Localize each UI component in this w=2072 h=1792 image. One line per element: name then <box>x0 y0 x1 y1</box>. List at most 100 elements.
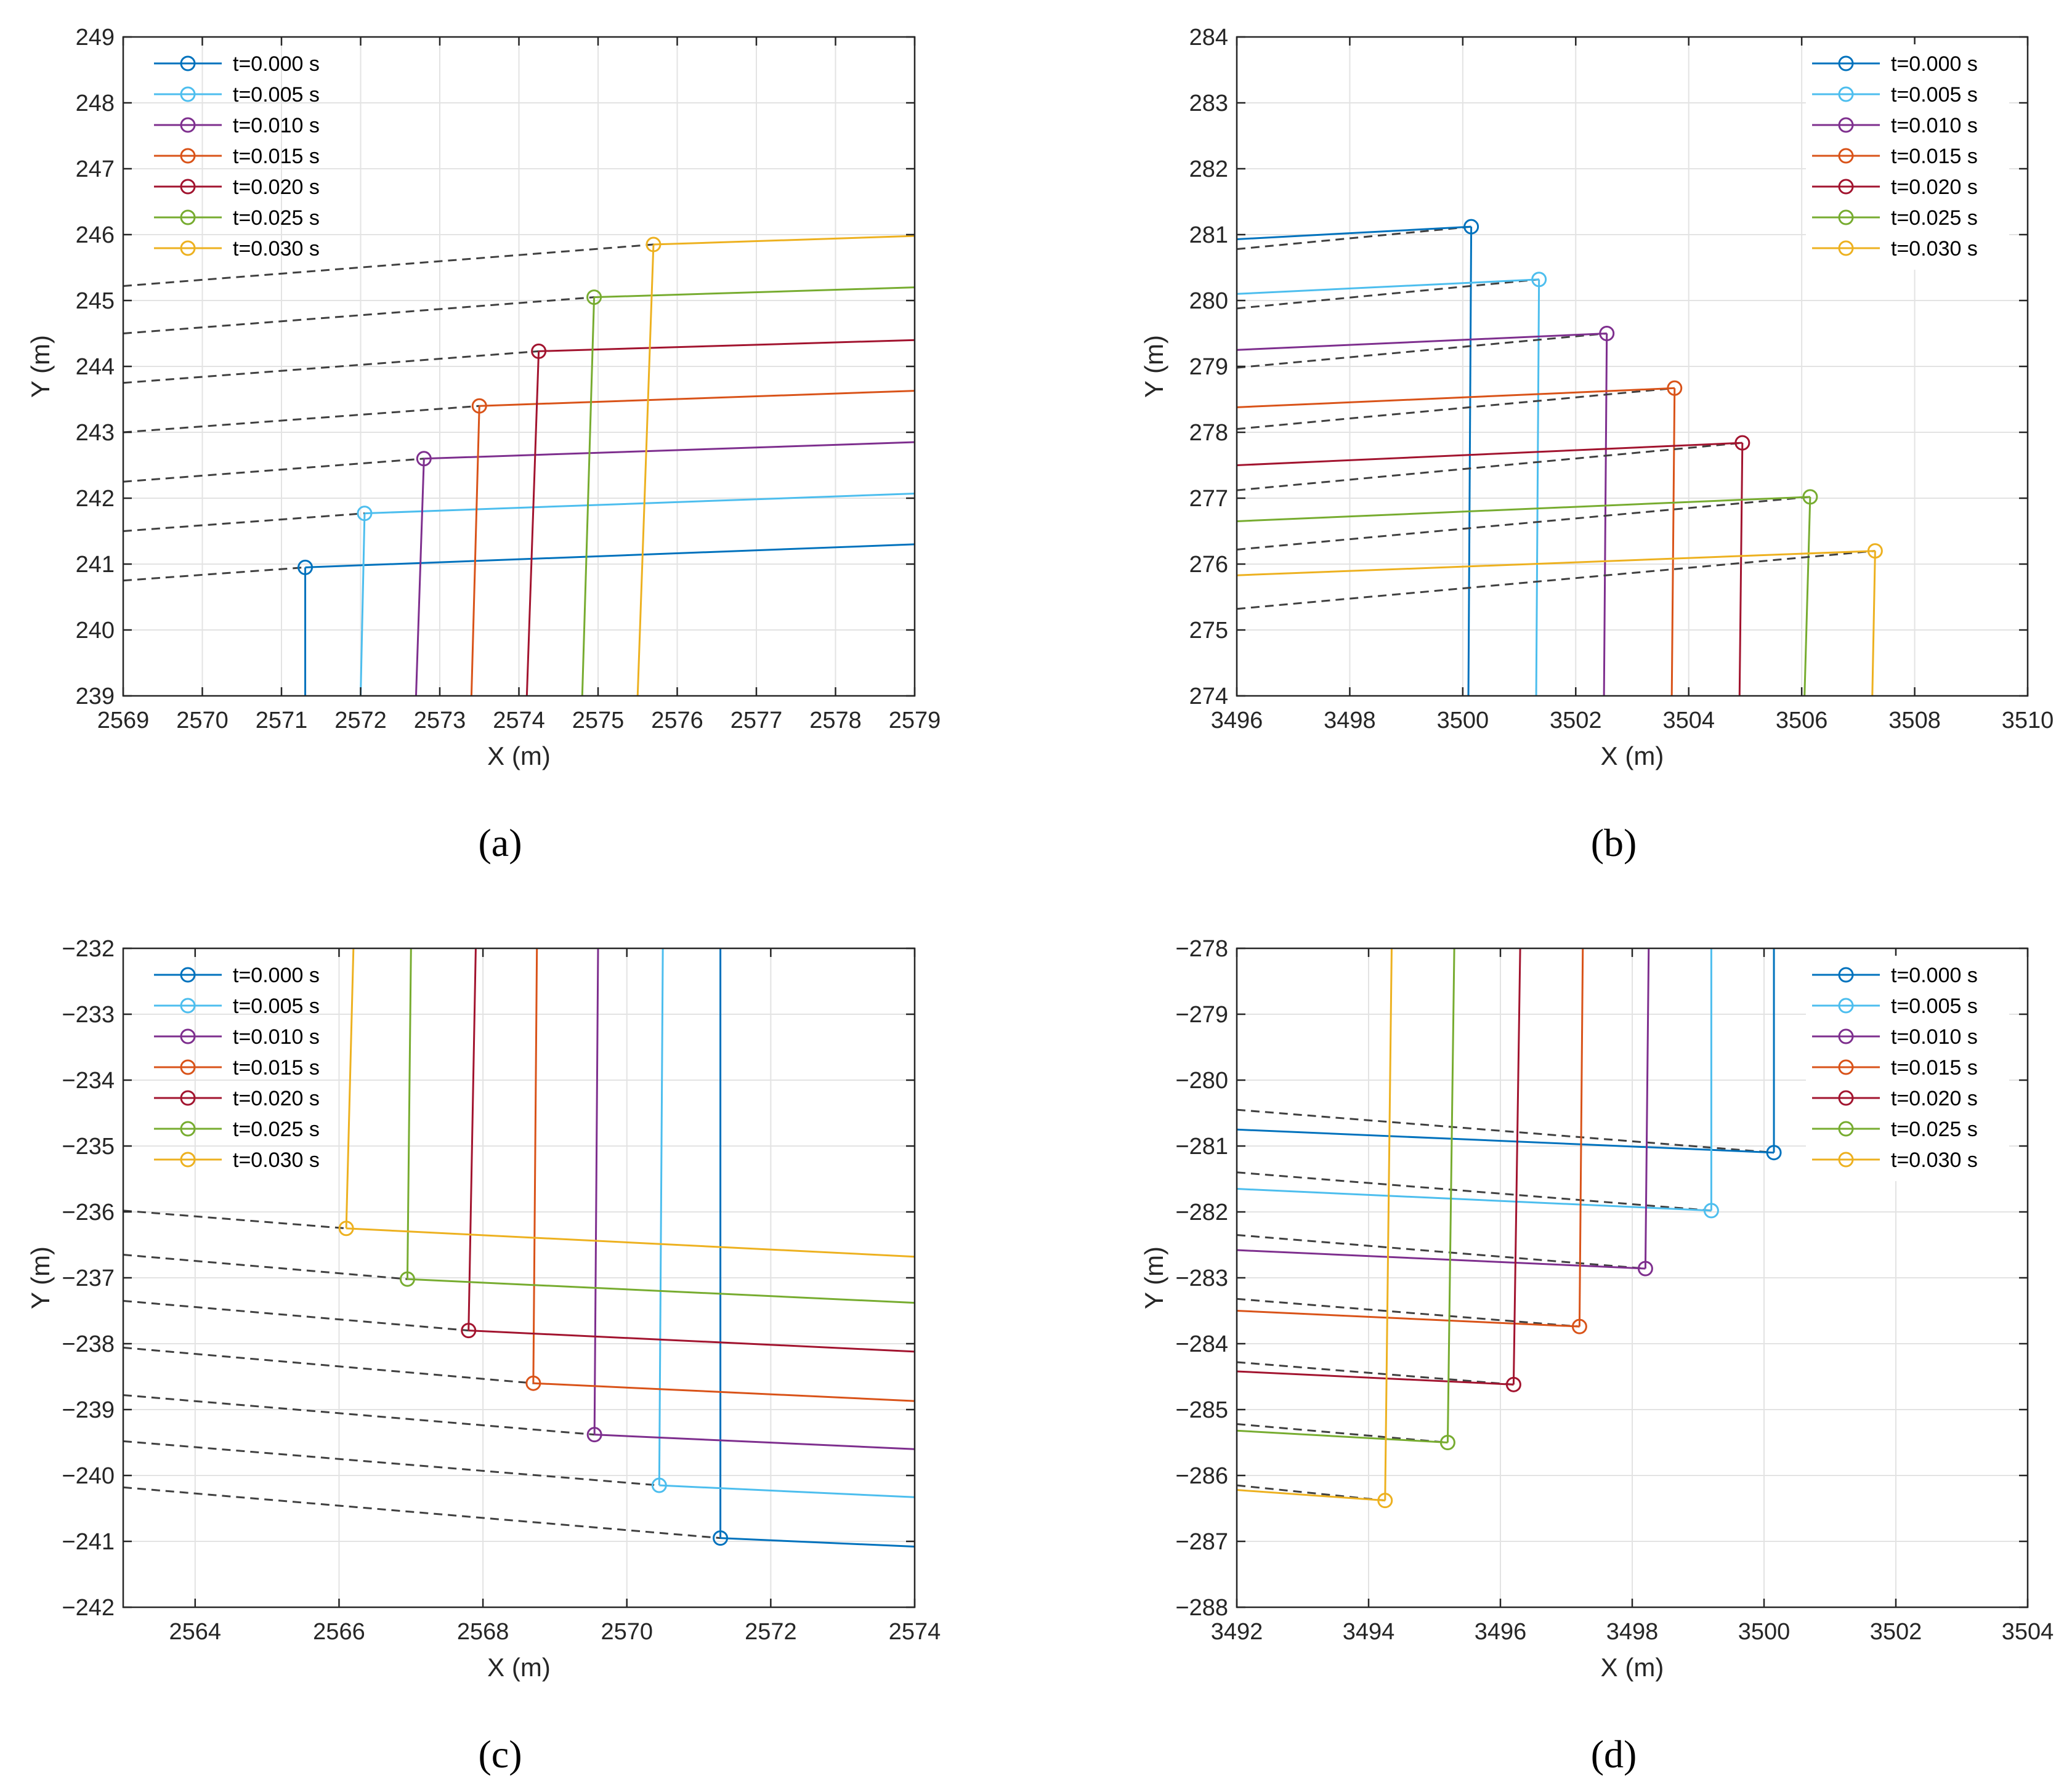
series-line-vertical-3 <box>1670 388 1676 696</box>
dashed-line-2 <box>123 458 424 483</box>
series-line-horizontal-0 <box>1237 1128 1775 1154</box>
dashed-line-2 <box>1237 333 1607 369</box>
series-line-vertical-4 <box>1738 443 1744 696</box>
series-line-horizontal-1 <box>364 493 915 515</box>
series-marker-2 <box>1637 1261 1653 1277</box>
legend: t=0.000 s t=0.005 s t=0.010 s t=0.015 s t=0.… <box>1806 956 2009 1181</box>
y-tick-label: 276 <box>1189 552 1228 578</box>
legend-entry-label: t=0.015 s <box>1891 145 1978 168</box>
panel-label: (a) <box>478 821 522 865</box>
legend-entry-label: t=0.020 s <box>1891 1087 1978 1110</box>
legend-entry-label: t=0.015 s <box>233 145 320 168</box>
dashed-line-4 <box>123 350 539 384</box>
y-tick-label: 278 <box>1189 420 1228 446</box>
legend-entry-label: t=0.000 s <box>1891 52 1978 76</box>
legend-marker <box>180 117 196 133</box>
series-marker-0 <box>297 559 314 575</box>
series-line-horizontal-5 <box>407 1278 915 1304</box>
x-tick-label: 2569 <box>97 708 150 733</box>
series-line-vertical-1 <box>360 513 366 696</box>
x-tick-label: 3500 <box>1738 1619 1791 1645</box>
series-marker-4 <box>461 1323 477 1339</box>
dashed-line-3 <box>1237 1298 1580 1328</box>
series-marker-1 <box>1531 272 1547 288</box>
x-tick-label: 3506 <box>1776 708 1828 733</box>
x-tick-label: 2578 <box>809 708 862 733</box>
series-line-horizontal-2 <box>594 1434 915 1450</box>
chart-panel: 2569 2570 2571 2572 2573 2574 2575 2576 2577 2578… <box>26 25 941 770</box>
series-marker-5 <box>586 289 602 305</box>
x-tick-label: 2568 <box>457 1619 509 1645</box>
series-line-horizontal-4 <box>1237 1370 1514 1386</box>
y-tick-label: −236 <box>62 1200 115 1225</box>
dashed-line-4 <box>1237 1361 1514 1386</box>
x-tick-label: 3496 <box>1211 708 1263 733</box>
dashed-line-6 <box>123 1209 347 1230</box>
chart-panel: 2564 2566 2568 2570 2572 2574 −242 −241 −240 −239… <box>26 936 941 1682</box>
y-tick-label: −240 <box>62 1463 115 1489</box>
y-axis-label: Y (m) <box>26 335 55 398</box>
series-line-vertical-3 <box>532 948 538 1384</box>
series-line-vertical-6 <box>1871 551 1876 696</box>
y-axis-label: Y (m) <box>1139 335 1168 398</box>
series-line-vertical-4 <box>525 351 540 696</box>
series-line-horizontal-6 <box>1237 1489 1385 1502</box>
series-marker-0 <box>1463 219 1479 235</box>
series-line-horizontal-6 <box>653 235 915 246</box>
x-tick-label: 2577 <box>730 708 783 733</box>
x-axis-label: X (m) <box>487 741 551 770</box>
y-tick-label: −283 <box>1175 1265 1228 1291</box>
y-tick-label: 282 <box>1189 156 1228 182</box>
legend-entry-label: t=0.010 s <box>233 114 320 137</box>
y-tick-label: −279 <box>1175 1002 1228 1028</box>
series-line-horizontal-1 <box>1237 1188 1712 1212</box>
x-tick-label: 3498 <box>1606 1619 1659 1645</box>
legend-marker <box>180 209 196 225</box>
legend-entry-label: t=0.010 s <box>1891 114 1978 137</box>
chart-panel: 3496 3498 3500 3502 3504 3506 3508 3510 274 275 27… <box>1139 25 2054 770</box>
dashed-line-5 <box>123 1254 408 1280</box>
x-tick-label: 3492 <box>1211 1619 1263 1645</box>
series-marker-4 <box>1734 435 1750 451</box>
legend-entry-label: t=0.005 s <box>233 995 320 1018</box>
y-axis-label: Y (m) <box>1139 1246 1168 1309</box>
series-line-horizontal-2 <box>424 441 915 460</box>
legend-marker <box>1838 86 1854 102</box>
legend-marker <box>180 55 196 71</box>
series-line-vertical-1 <box>1535 279 1540 696</box>
y-tick-label: −237 <box>62 1265 115 1291</box>
legend-entry-label: t=0.000 s <box>233 52 320 76</box>
x-tick-label: 3498 <box>1324 708 1376 733</box>
legend-entry-label: t=0.005 s <box>1891 995 1978 1018</box>
x-tick-label: 2570 <box>601 1619 653 1645</box>
y-tick-label: −286 <box>1175 1463 1228 1489</box>
y-tick-label: −288 <box>1175 1595 1228 1621</box>
x-tick-label: 2571 <box>256 708 308 733</box>
y-tick-label: 239 <box>76 684 115 709</box>
x-tick-label: 3510 <box>2002 708 2054 733</box>
y-tick-label: 277 <box>1189 486 1228 512</box>
dashed-line-6 <box>1237 550 1876 610</box>
y-tick-label: −233 <box>62 1002 115 1028</box>
series-line-horizontal-6 <box>346 1227 915 1258</box>
x-tick-label: 3502 <box>1870 1619 1922 1645</box>
series-marker-6 <box>1377 1493 1393 1509</box>
legend-marker <box>1838 148 1854 164</box>
series-marker-3 <box>525 1375 541 1391</box>
chart-panel: 3492 3494 3496 3498 3500 3502 3504 −288 −287 −286… <box>1139 936 2054 1682</box>
series-line-vertical-2 <box>593 948 599 1435</box>
x-tick-label: 2579 <box>889 708 941 733</box>
series-line-horizontal-5 <box>1237 496 1810 522</box>
series-marker-6 <box>645 236 662 252</box>
dashed-line-0 <box>1237 225 1471 251</box>
legend-marker <box>180 148 196 164</box>
legend-entry-label: t=0.025 s <box>1891 1118 1978 1141</box>
y-tick-label: 280 <box>1189 288 1228 314</box>
dashed-line-6 <box>1237 1484 1385 1502</box>
x-tick-label: 2564 <box>169 1619 222 1645</box>
plot-series-group <box>123 948 915 1548</box>
y-tick-label: −278 <box>1175 936 1228 962</box>
y-tick-label: −285 <box>1175 1397 1228 1423</box>
dashed-line-1 <box>1237 278 1539 310</box>
legend-entry-label: t=0.015 s <box>233 1056 320 1080</box>
